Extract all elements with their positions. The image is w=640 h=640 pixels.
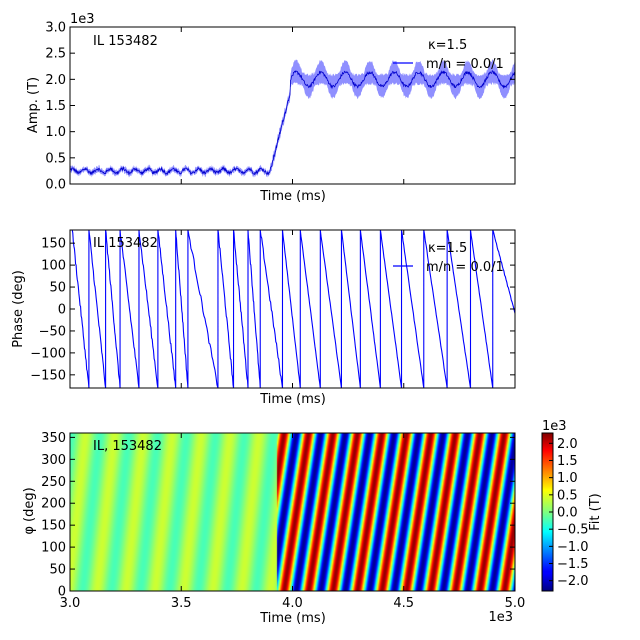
amplitude-uncertainty-band xyxy=(70,59,515,179)
amplitude-line xyxy=(69,70,516,176)
heatmap-ytick-label-1: 50 xyxy=(49,563,66,578)
phase-ytick-label-4: 50 xyxy=(49,281,66,296)
colorbar-tick-label-6: 1.0 xyxy=(557,471,578,486)
phase-y-label: Phase (deg) xyxy=(11,270,26,348)
colorbar-tick-label-1: −1.5 xyxy=(557,557,589,572)
heatmap-annotation: IL, 153482 xyxy=(93,439,162,454)
phase-legend-label: m/n = 0.0/1 xyxy=(426,260,504,275)
phase-legend-title: κ=1.5 xyxy=(428,241,467,256)
heatmap-panel: 0 50 100 150 200 250 300 350 3.0 3.5 4.0 4.5 5.0 IL… xyxy=(22,419,603,626)
colorbar-tick-label-0: −2.0 xyxy=(557,574,589,589)
heatmap-x-multiplier: 1e3 xyxy=(488,610,513,625)
heatmap-xtick-label-2: 4.0 xyxy=(282,596,303,611)
amplitude-y-label: Amp. (T) xyxy=(26,77,41,133)
amplitude-ytick-label-0: 0.0 xyxy=(45,178,66,193)
heatmap-xtick-label-3: 4.5 xyxy=(393,596,414,611)
amplitude-y-multiplier: 1e3 xyxy=(70,12,95,27)
colorbar-label: Fit (T) xyxy=(588,493,603,530)
heatmap-xtick-label-4: 5.0 xyxy=(505,596,526,611)
colorbar-tick-label-4: 0.0 xyxy=(557,506,578,521)
heatmap-xtick-label-1: 3.5 xyxy=(171,596,192,611)
heatmap-x-label: Time (ms) xyxy=(259,611,326,626)
colorbar-tick-label-7: 1.5 xyxy=(557,454,578,469)
colorbar-ticks: −2.0 −1.5 −1.0 −0.5 0.0 0.5 1.0 1.5 2.0 xyxy=(549,437,589,589)
phase-y-ticks: −150 −100 −50 0 50 100 150 xyxy=(30,237,515,383)
phase-ytick-label-3: 0 xyxy=(58,303,66,318)
heatmap-y-label: φ (deg) xyxy=(22,487,37,534)
phase-ytick-label-2: −50 xyxy=(39,324,66,339)
colorbar-tick-label-8: 2.0 xyxy=(557,437,578,452)
amplitude-panel: 0.0 0.5 1.0 1.5 2.0 2.5 3.0 1e3 IL 153482 κ=1.… xyxy=(26,12,516,204)
colorbar-tick-label-3: −0.5 xyxy=(557,523,589,538)
heatmap-ytick-label-0: 0 xyxy=(58,585,66,600)
amplitude-ytick-label-4: 2.0 xyxy=(45,73,66,88)
amplitude-ytick-label-6: 3.0 xyxy=(45,21,66,36)
heatmap-ytick-label-2: 100 xyxy=(41,541,66,556)
phase-x-label: Time (ms) xyxy=(259,392,326,407)
phase-ytick-label-5: 100 xyxy=(41,259,66,274)
heatmap-y-ticks: 0 50 100 150 200 250 300 350 xyxy=(41,431,515,600)
phase-panel: −150 −100 −50 0 50 100 150 IL 153482 κ=1.5 m/n… xyxy=(11,229,516,407)
amplitude-legend-title: κ=1.5 xyxy=(428,38,467,53)
colorbar-tick-label-5: 0.5 xyxy=(557,488,578,503)
amplitude-ytick-label-3: 1.5 xyxy=(45,99,66,114)
phase-annotation: IL 153482 xyxy=(93,236,158,251)
phase-x-ticks xyxy=(69,230,516,388)
phase-ytick-label-6: 150 xyxy=(41,237,66,252)
amplitude-x-label: Time (ms) xyxy=(259,189,326,204)
amplitude-y-ticks: 0.0 0.5 1.0 1.5 2.0 2.5 3.0 xyxy=(45,21,515,193)
heatmap-xtick-label-0: 3.0 xyxy=(60,596,81,611)
amplitude-x-ticks xyxy=(69,27,516,184)
heatmap-ytick-label-3: 150 xyxy=(41,519,66,534)
colorbar-multiplier: 1e3 xyxy=(542,419,567,434)
amplitude-ytick-label-1: 0.5 xyxy=(45,151,66,166)
phase-ytick-label-1: −100 xyxy=(30,346,66,361)
amplitude-annotation: IL 153482 xyxy=(93,34,158,49)
heatmap-x-ticks: 3.0 3.5 4.0 4.5 5.0 xyxy=(60,433,526,611)
amplitude-ytick-label-5: 2.5 xyxy=(45,47,66,62)
heatmap-image xyxy=(70,433,515,591)
heatmap-ytick-label-5: 250 xyxy=(41,475,66,490)
amplitude-series-line xyxy=(69,59,516,179)
phase-series-line xyxy=(71,229,516,389)
amplitude-legend-label: m/n = 0.0/1 xyxy=(426,57,504,72)
heatmap-ytick-label-4: 200 xyxy=(41,497,66,512)
heatmap-ytick-label-6: 300 xyxy=(41,453,66,468)
colorbar-tick-label-2: −1.0 xyxy=(557,540,589,555)
phase-line xyxy=(71,229,516,389)
heatmap-ytick-label-7: 350 xyxy=(41,431,66,446)
amplitude-ytick-label-2: 1.0 xyxy=(45,125,66,140)
phase-ytick-label-0: −150 xyxy=(30,368,66,383)
